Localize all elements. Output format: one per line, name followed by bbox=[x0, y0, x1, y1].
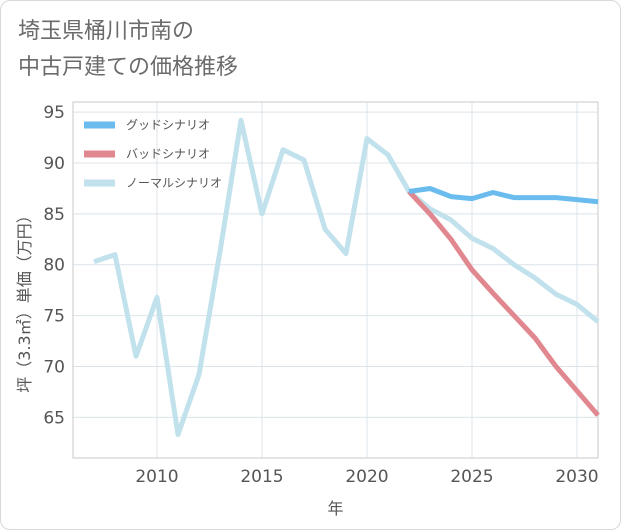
y-axis-label: 坪（3.3㎡）単価（万円） bbox=[15, 207, 34, 392]
x-tick-label: 2015 bbox=[240, 467, 283, 487]
x-tick-label: 2010 bbox=[135, 467, 178, 487]
legend-label: ノーマルシナリオ bbox=[126, 176, 222, 190]
series-line-1 bbox=[408, 186, 599, 205]
chart-title-line-2: 中古戸建ての価格推移 bbox=[18, 55, 239, 80]
y-tick-label: 65 bbox=[43, 408, 65, 428]
y-tick-label: 95 bbox=[43, 103, 65, 123]
y-tick-label: 70 bbox=[43, 357, 65, 377]
y-tick-label: 75 bbox=[43, 307, 65, 327]
series-line-3 bbox=[93, 117, 600, 438]
y-axis-ticks: 65 70 75 80 85 90 95 bbox=[43, 103, 65, 428]
x-tick-label: 2020 bbox=[345, 467, 388, 487]
chart-title-line-1: 埼玉県桶川市南の bbox=[18, 19, 195, 44]
series-lines bbox=[93, 117, 600, 438]
plot-frame bbox=[72, 101, 599, 459]
series-line-2 bbox=[407, 189, 600, 417]
y-tick-label: 80 bbox=[43, 256, 65, 276]
x-tick-label: 2025 bbox=[450, 467, 493, 487]
chart-title: 埼玉県桶川市南の 中古戸建ての価格推移 bbox=[18, 14, 238, 86]
x-tick-label: 2030 bbox=[555, 467, 598, 487]
y-tick-label: 85 bbox=[43, 205, 65, 225]
x-axis-label: 年 bbox=[327, 499, 343, 518]
x-axis-ticks: 2010 2015 2020 2025 2030 bbox=[135, 467, 598, 487]
y-tick-label: 90 bbox=[43, 154, 65, 174]
legend-label: バッドシナリオ bbox=[126, 147, 210, 161]
legend-label: グッドシナリオ bbox=[126, 118, 210, 132]
